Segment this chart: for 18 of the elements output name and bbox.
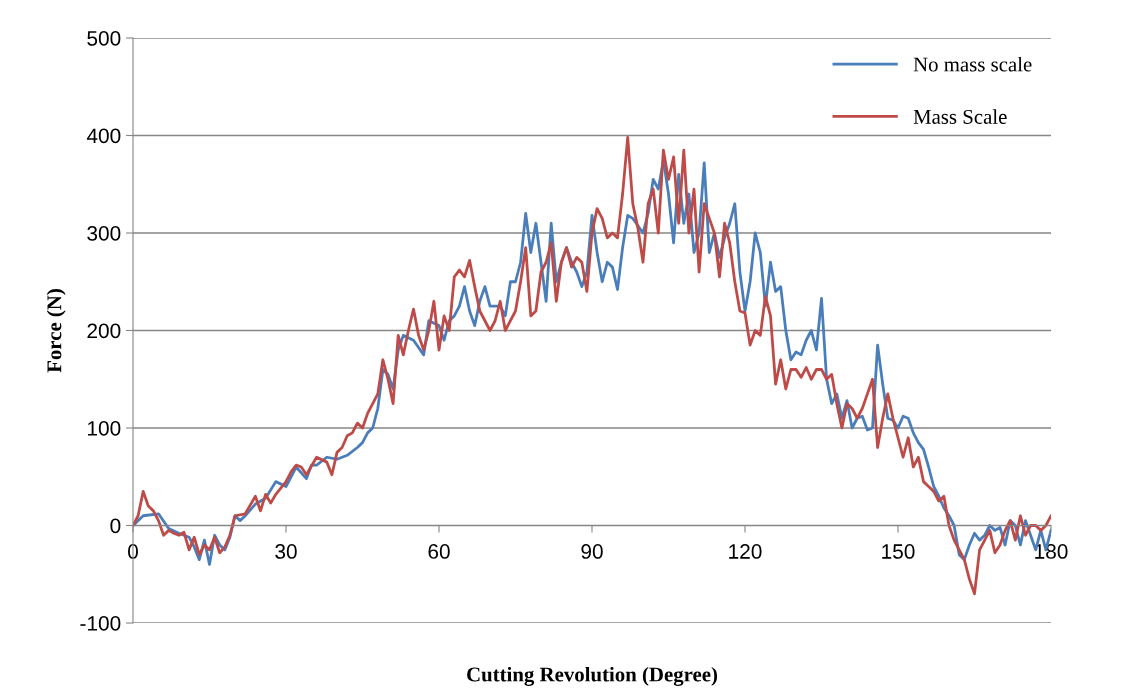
y-tick-label: -100: [80, 616, 121, 631]
x-axis-title: Cutting Revolution (Degree): [467, 666, 718, 686]
y-tick-label: 0: [110, 518, 121, 534]
legend-label: No mass scale: [913, 56, 1032, 72]
x-tick-label: 30: [275, 544, 297, 559]
legend-label: Mass Scale: [913, 109, 1007, 124]
x-tick-label: 180: [1035, 544, 1068, 559]
x-tick-label: 150: [882, 544, 915, 559]
y-tick-label: 100: [88, 421, 121, 436]
x-tick-label: 90: [581, 544, 603, 559]
y-tick-label: 400: [86, 128, 121, 144]
y-tick-label: 200: [87, 323, 121, 339]
x-tick-label: 60: [428, 544, 450, 559]
y-axis-title: Force (N): [46, 289, 66, 373]
y-tick-label: 500: [87, 31, 121, 46]
x-tick-label: 0: [128, 544, 138, 559]
y-tick-label: 300: [87, 226, 121, 241]
x-tick-label: 120: [729, 544, 762, 559]
